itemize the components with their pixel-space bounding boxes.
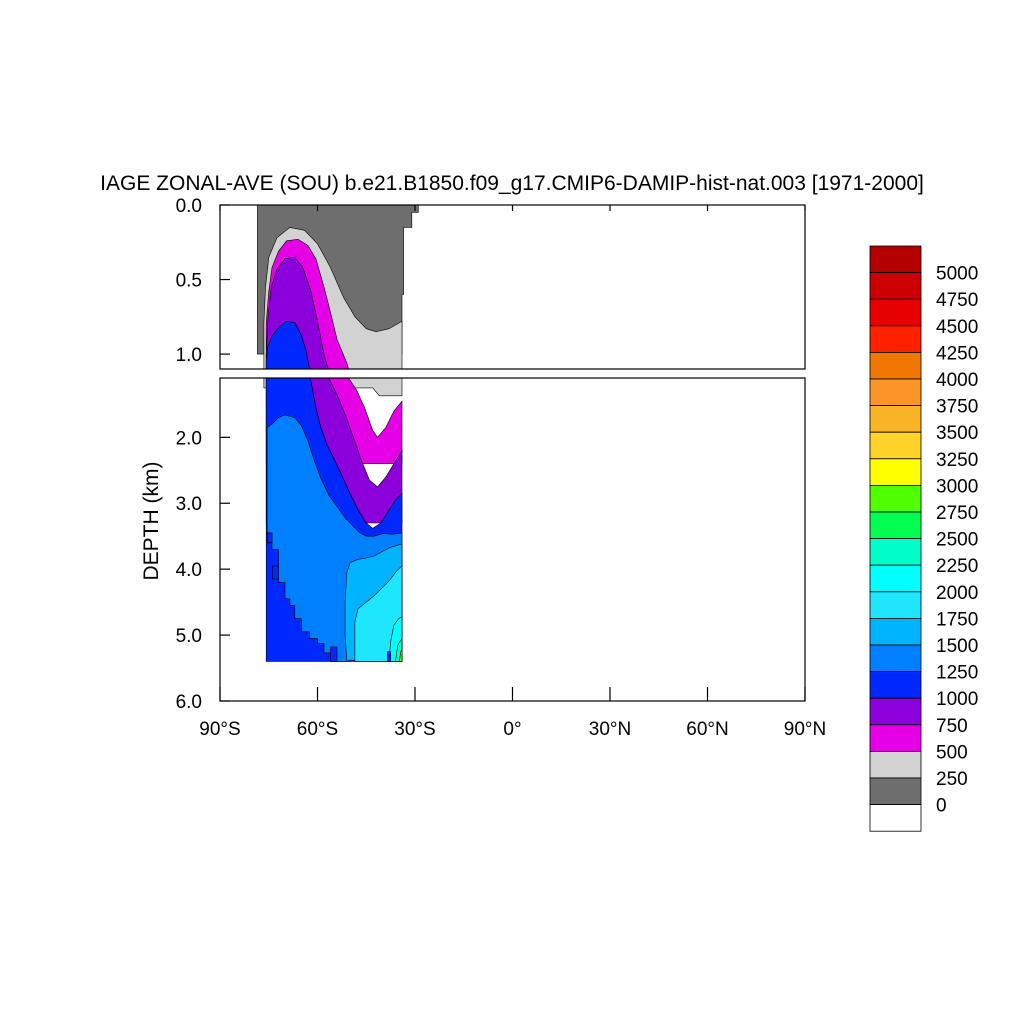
colorbar-swatch xyxy=(869,298,922,327)
colorbar-swatch xyxy=(869,511,922,540)
x-tick-label: 90°S xyxy=(199,719,240,740)
y-tick-label: 6.0 xyxy=(176,692,202,713)
colorbar-label: 4500 xyxy=(936,317,978,338)
contour-fill-1750 xyxy=(355,794,402,1010)
y-tick-label: 3.0 xyxy=(176,494,202,515)
contour-fill-2750 xyxy=(399,648,403,662)
y-tick-label: 1.0 xyxy=(176,345,202,366)
colorbar-swatch xyxy=(869,458,922,486)
contour-fill-1000 xyxy=(266,532,273,544)
colorbar-swatch xyxy=(869,378,922,407)
colorbar-label: 500 xyxy=(936,742,968,763)
colorbar-label: 4750 xyxy=(936,290,978,311)
colorbar-label: 3000 xyxy=(936,476,978,497)
y-tick-label: 0.5 xyxy=(176,271,202,292)
colorbar-swatch xyxy=(869,804,922,832)
colorbar-label: 3500 xyxy=(936,423,978,444)
x-tick-label: 30°S xyxy=(394,719,435,740)
upper-panel-fill xyxy=(257,205,419,1010)
colorbar-label: 1000 xyxy=(936,689,978,710)
contour-fill-2000 xyxy=(389,909,402,1010)
colorbar-label: 1500 xyxy=(936,636,978,657)
colorbar-label: 0 xyxy=(936,796,947,817)
colorbar-swatch xyxy=(869,564,922,593)
colorbar-label: 5000 xyxy=(936,264,978,285)
contour-fill-1000 xyxy=(272,565,279,580)
x-tick-label: 0° xyxy=(503,719,521,740)
colorbar-swatch xyxy=(869,405,922,433)
x-tick-label: 60°N xyxy=(686,719,728,740)
contour-fill-2250 xyxy=(396,958,403,1010)
colorbar-swatch xyxy=(869,777,922,806)
colorbar-swatch xyxy=(869,671,922,699)
colorbar-label: 750 xyxy=(936,716,968,737)
contour-fill-1000 xyxy=(330,646,338,662)
chart-title: IAGE ZONAL-AVE (SOU) b.e21.B1850.f09_g17… xyxy=(100,172,924,195)
contour-fill-1000 xyxy=(265,320,310,369)
y-tick-label: 0.0 xyxy=(176,196,202,217)
contour-fill-1750 xyxy=(354,565,403,662)
colorbar-swatch xyxy=(869,644,922,673)
colorbar-swatch xyxy=(869,245,922,274)
colorbar-swatch xyxy=(869,751,922,779)
colorbar-label: 2000 xyxy=(936,583,978,604)
contour-fill-1000 xyxy=(331,977,338,1010)
contour-fill-1000 xyxy=(387,988,390,1010)
x-tick-label: 90°N xyxy=(784,719,826,740)
colorbar-swatch xyxy=(869,591,922,619)
contour-fill-2750 xyxy=(399,983,402,1010)
colorbar-label: 2500 xyxy=(936,530,978,551)
colorbar-label: 2750 xyxy=(936,503,978,524)
colorbar-swatch xyxy=(869,484,922,513)
y-tick-label: 5.0 xyxy=(176,626,202,647)
axes: 90°S 60°S 30°S 0° 30°N 60°N 90°N 0.0 0.5 1.0 2.0 3.… xyxy=(176,196,827,740)
colorbar-label: 3250 xyxy=(936,450,978,471)
contour-fill-1000 xyxy=(387,651,391,662)
colorbar-swatch xyxy=(869,272,922,300)
colorbar-label: 1250 xyxy=(936,663,978,684)
y-axis-label: DEPTH (km) xyxy=(140,462,163,581)
y-tick-label: 4.0 xyxy=(176,560,202,581)
contour-fill-1000 xyxy=(273,794,279,824)
colorbar-swatch xyxy=(869,697,922,726)
colorbar-label: 1750 xyxy=(936,609,978,630)
colorbar-swatch xyxy=(869,325,922,353)
colorbar-swatch xyxy=(869,724,922,752)
colorbar-label: 2250 xyxy=(936,556,978,577)
contour-fill-1000 xyxy=(267,719,272,741)
colorbar-label: 4000 xyxy=(936,370,978,391)
colorbar: 5000475045004250400037503500325030002750… xyxy=(869,245,978,832)
colorbar-label: 3750 xyxy=(936,397,978,418)
colorbar-label: 4250 xyxy=(936,343,978,364)
y-tick-label: 2.0 xyxy=(176,428,202,449)
contour-fill-1500 xyxy=(345,745,402,1010)
colorbar-swatch xyxy=(869,538,922,566)
colorbar-swatch xyxy=(869,431,922,460)
lower-panel-fill xyxy=(263,378,403,662)
colorbar-label: 250 xyxy=(936,769,968,790)
colorbar-swatch xyxy=(869,618,922,646)
x-tick-label: 30°N xyxy=(589,719,631,740)
colorbar-swatch xyxy=(869,351,922,380)
x-tick-label: 60°S xyxy=(297,719,338,740)
